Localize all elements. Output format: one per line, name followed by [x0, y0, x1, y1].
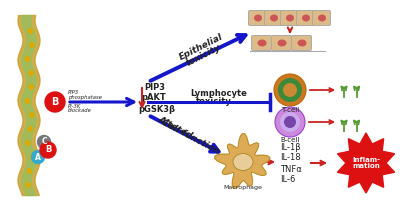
Circle shape — [26, 141, 30, 145]
Circle shape — [30, 43, 34, 47]
Circle shape — [40, 142, 56, 158]
Ellipse shape — [270, 14, 278, 21]
FancyBboxPatch shape — [280, 10, 298, 25]
Text: B-cell: B-cell — [280, 137, 300, 143]
Text: Pi-3K: Pi-3K — [68, 104, 81, 109]
Circle shape — [28, 127, 32, 131]
Circle shape — [283, 83, 297, 97]
Polygon shape — [338, 133, 394, 193]
Circle shape — [38, 135, 50, 148]
Circle shape — [30, 113, 34, 117]
Text: Cell function: Cell function — [160, 118, 221, 156]
Text: IL-6: IL-6 — [280, 176, 295, 185]
Text: B: B — [51, 97, 59, 107]
Text: Macrophage: Macrophage — [224, 185, 262, 190]
Text: Inflam-
mation: Inflam- mation — [352, 156, 380, 169]
Circle shape — [45, 92, 65, 112]
Text: pGSK3β: pGSK3β — [138, 105, 175, 113]
Circle shape — [278, 78, 302, 102]
Circle shape — [275, 107, 305, 137]
Circle shape — [28, 29, 32, 33]
Circle shape — [280, 112, 300, 132]
Text: toxicity: toxicity — [185, 42, 223, 68]
Ellipse shape — [318, 14, 326, 21]
Text: pAKT: pAKT — [141, 93, 166, 102]
Text: IL-1β: IL-1β — [280, 143, 301, 151]
Circle shape — [284, 116, 296, 128]
FancyBboxPatch shape — [312, 10, 330, 25]
Text: Epithelial: Epithelial — [178, 32, 225, 62]
FancyBboxPatch shape — [264, 10, 282, 25]
Circle shape — [29, 85, 33, 89]
Ellipse shape — [278, 39, 286, 46]
Text: PIP3: PIP3 — [144, 84, 165, 92]
Text: C: C — [41, 138, 47, 147]
Ellipse shape — [254, 14, 262, 21]
Text: blockade: blockade — [68, 109, 92, 113]
Text: TNFα: TNFα — [280, 164, 302, 173]
Polygon shape — [215, 134, 270, 188]
Text: IL-18: IL-18 — [280, 154, 301, 163]
Circle shape — [28, 169, 32, 173]
Text: PIP3: PIP3 — [68, 89, 79, 94]
Circle shape — [30, 155, 34, 159]
Circle shape — [29, 71, 33, 75]
Ellipse shape — [302, 14, 310, 21]
Ellipse shape — [233, 154, 253, 171]
Text: toxicity: toxicity — [196, 97, 232, 106]
Text: T-cell: T-cell — [281, 107, 299, 113]
FancyBboxPatch shape — [248, 10, 266, 25]
Text: A: A — [35, 152, 41, 161]
Circle shape — [25, 57, 30, 61]
Ellipse shape — [286, 14, 294, 21]
Text: B: B — [45, 146, 51, 155]
FancyBboxPatch shape — [296, 10, 314, 25]
Circle shape — [32, 151, 44, 164]
Ellipse shape — [298, 39, 306, 46]
Text: Altered: Altered — [157, 115, 194, 141]
FancyBboxPatch shape — [252, 35, 272, 50]
Text: Lymphocyte: Lymphocyte — [190, 89, 247, 98]
Text: phosphatase: phosphatase — [68, 94, 102, 100]
Circle shape — [26, 183, 30, 187]
Circle shape — [274, 74, 306, 106]
FancyBboxPatch shape — [272, 35, 292, 50]
Circle shape — [25, 99, 30, 103]
FancyBboxPatch shape — [292, 35, 312, 50]
Ellipse shape — [258, 39, 266, 46]
